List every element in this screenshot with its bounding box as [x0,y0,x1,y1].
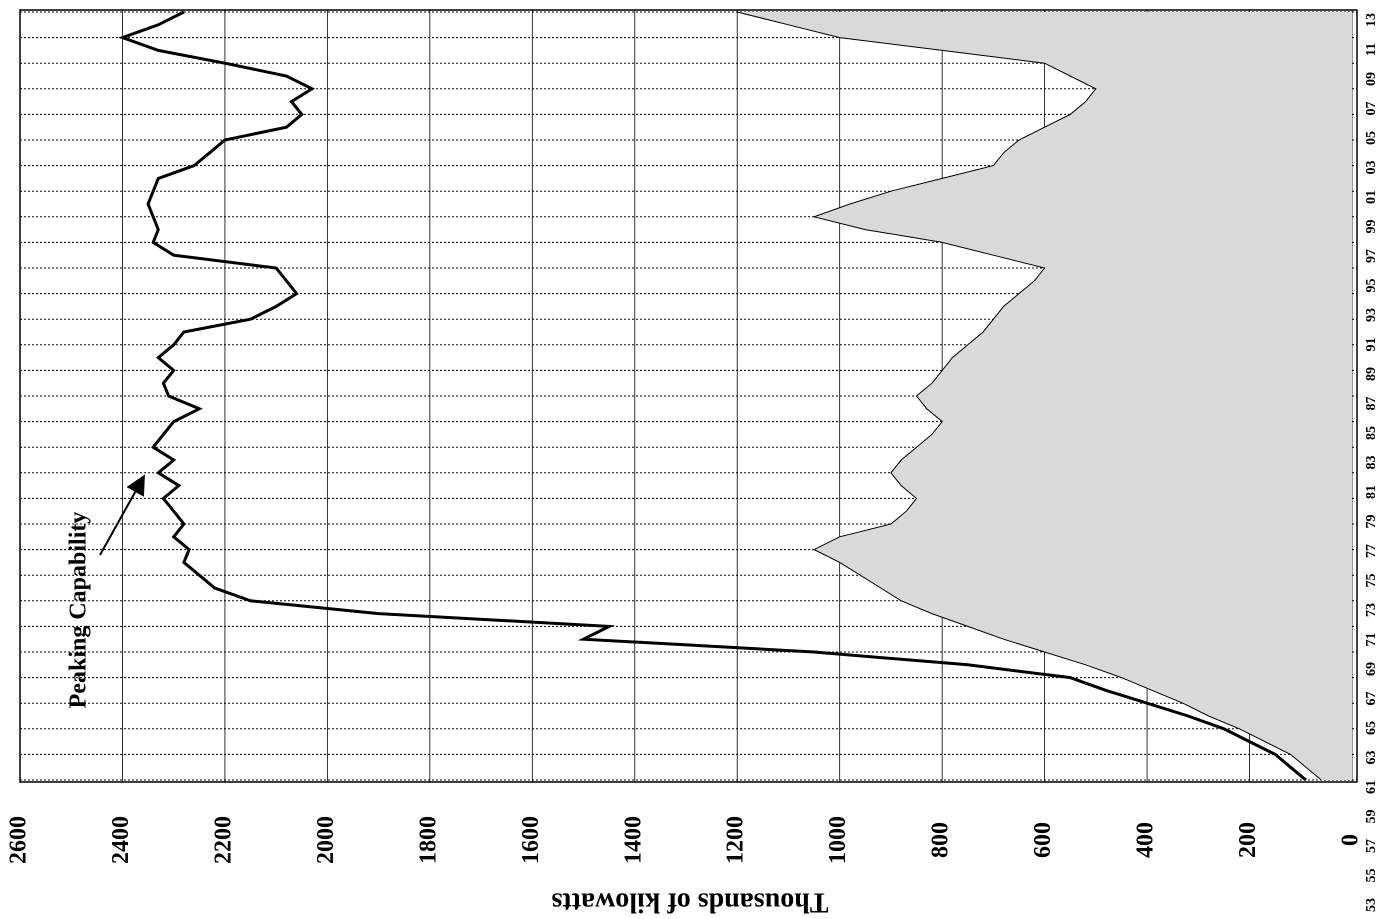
y-tick-label: 800 [928,822,954,858]
x-tick-label: 87 [1364,397,1379,411]
y-tick-label: 1600 [518,816,544,864]
y-tick-label: 2400 [108,816,134,864]
y-tick-label: 400 [1133,822,1159,858]
x-tick-label: 07 [1364,102,1379,116]
x-tick-label: 69 [1364,662,1379,676]
y-tick-label: 1000 [825,816,851,864]
x-tick-label: 09 [1364,72,1379,86]
y-tick-label: 2600 [6,816,32,864]
x-tick-label: 53 [1364,898,1379,912]
demand-line [737,11,1322,781]
x-tick-label: 11 [1364,43,1379,56]
x-tick-label: 79 [1364,515,1379,529]
y-tick-label: 0 [1338,834,1364,846]
x-tick-label: 71 [1364,633,1379,647]
y-tick-label: 200 [1235,822,1261,858]
x-tick-label: 01 [1364,190,1379,204]
x-tick-label: 85 [1364,426,1379,440]
x-tick-label: 73 [1364,603,1379,617]
demand-area [737,12,1352,780]
x-tick-label: 95 [1364,279,1379,293]
x-tick-label: 91 [1364,338,1379,352]
y-tick-label: 2200 [210,816,236,864]
x-tick-label: 81 [1364,485,1379,499]
x-tick-label: 61 [1364,780,1379,794]
x-tick-label: 55 [1364,869,1379,883]
x-tick-label: 03 [1364,161,1379,175]
y-tick-label: 1800 [415,816,441,864]
y-tick-label: 600 [1030,822,1056,858]
x-tick-label: 05 [1364,131,1379,145]
x-tick-label: 77 [1364,544,1379,558]
y-tick-label: 1200 [723,816,749,864]
x-tick-label: 63 [1364,751,1379,765]
axis-title: Thousands of kilowatts [551,887,828,918]
x-tick-label: 83 [1364,456,1379,470]
x-tick-label: 99 [1364,220,1379,234]
x-tick-label: 89 [1364,367,1379,381]
y-tick-label: 2000 [313,816,339,864]
x-tick-label: 13 [1364,13,1379,27]
x-tick-label: 57 [1364,839,1379,853]
x-tick-label: 65 [1364,721,1379,735]
x-tick-label: 67 [1364,692,1379,706]
capability-line [118,10,1307,782]
x-tick-label: 97 [1364,249,1379,263]
x-tick-label: 59 [1364,810,1379,824]
y-tick-label: 1400 [620,816,646,864]
annotation: Peaking Capability [66,512,92,709]
annotation-arrow [99,474,145,556]
x-tick-label: 75 [1364,574,1379,588]
x-tick-label: 93 [1364,308,1379,322]
